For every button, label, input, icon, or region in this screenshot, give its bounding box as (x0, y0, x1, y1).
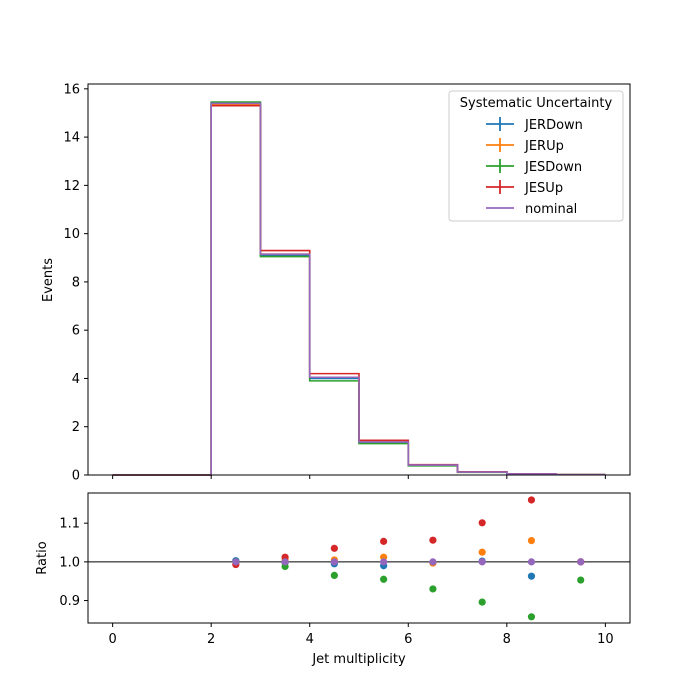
legend: Systematic Uncertainty JERDown JERUp JESDo… (448, 90, 624, 222)
legend-entries: JERDown JERUp JESDown JESUp nominal (486, 117, 583, 217)
events-y-tick-label: 10 (63, 227, 80, 242)
ratio-point-jerup (527, 536, 536, 545)
ratio-point-jesup (478, 519, 486, 527)
legend-label: nominal (525, 202, 577, 217)
events-y-tick-label: 6 (72, 324, 80, 339)
x-axis-label: Jet multiplicity (311, 652, 406, 667)
legend-label: JESDown (524, 160, 582, 175)
events-panel: 0 2 4 6 8 10 12 14 16 Events Systematic Uncertai… (41, 82, 631, 484)
ratio-x-tick-label: 4 (306, 632, 314, 647)
legend-label: JERDown (524, 118, 583, 133)
ratio-point-jesdown (380, 575, 388, 583)
ratio-point-nominal (281, 558, 289, 566)
ratio-panel: 0.9 1.0 1.1 0 2 4 6 8 10 Ratio Jet multiplicity (35, 492, 631, 667)
events-y-tick-label: 8 (72, 275, 80, 290)
legend-item-jesup: JESUp (486, 180, 563, 196)
legend-label: JESUp (524, 181, 563, 196)
ratio-x-tick-label: 6 (404, 632, 412, 647)
ratio-point-jesup (330, 544, 338, 552)
ratio-point-jesdown (429, 585, 437, 593)
legend-item-jesdown: JESDown (486, 159, 582, 175)
events-y-tick-label: 2 (72, 420, 80, 435)
ratio-point-jesup (429, 536, 437, 544)
ratio-point-nominal (429, 558, 437, 566)
ratio-point-jesdown (478, 598, 486, 606)
legend-item-jerup: JERUp (486, 138, 564, 154)
events-y-tick-label: 12 (63, 179, 80, 194)
events-x-ticks (112, 475, 606, 479)
events-plot-frame (87, 83, 631, 476)
ratio-point-nominal (527, 558, 536, 566)
ratio-point-nominal (478, 558, 486, 566)
events-y-ticks: 0 2 4 6 8 10 12 14 16 (63, 82, 88, 484)
ratio-point-nominal (380, 558, 388, 566)
ratio-plot-frame (87, 492, 631, 624)
ratio-point-nominal (330, 558, 338, 566)
ratio-point-jerup (478, 548, 486, 556)
histogram-nominal (112, 102, 606, 476)
ratio-x-tick-label: 10 (597, 632, 614, 647)
events-y-axis-label: Events (41, 258, 56, 302)
ratio-points (232, 496, 585, 621)
ratio-point-nominal (577, 558, 585, 566)
ratio-point-jerdown (527, 572, 536, 580)
ratio-x-tick-label: 0 (108, 632, 116, 647)
ratio-point-jesup (380, 537, 388, 545)
ratio-x-ticks: 0 2 4 6 8 10 (108, 623, 614, 647)
ratio-point-jesdown (527, 613, 536, 621)
ratio-y-ticks: 0.9 1.0 1.1 (59, 517, 88, 609)
legend-item-nominal: nominal (486, 202, 577, 217)
ratio-x-tick-label: 8 (503, 632, 511, 647)
events-y-tick-label: 14 (63, 131, 80, 146)
ratio-point-nominal (232, 558, 240, 566)
legend-label: JERUp (524, 139, 564, 154)
ratio-y-tick-label: 1.1 (59, 517, 80, 532)
events-y-tick-label: 0 (72, 469, 80, 484)
ratio-x-tick-label: 2 (207, 632, 215, 647)
events-y-tick-label: 4 (72, 372, 80, 387)
ratio-y-tick-label: 0.9 (59, 594, 80, 609)
ratio-point-jesup (527, 496, 536, 504)
legend-title: Systematic Uncertainty (460, 96, 613, 111)
ratio-point-jesdown (330, 571, 338, 580)
ratio-y-tick-label: 1.0 (59, 555, 80, 570)
ratio-y-axis-label: Ratio (35, 541, 50, 574)
histogram-steps (112, 101, 606, 476)
legend-item-jerdown: JERDown (486, 117, 583, 133)
ratio-point-jesdown (577, 576, 585, 584)
events-y-tick-label: 16 (63, 82, 80, 97)
